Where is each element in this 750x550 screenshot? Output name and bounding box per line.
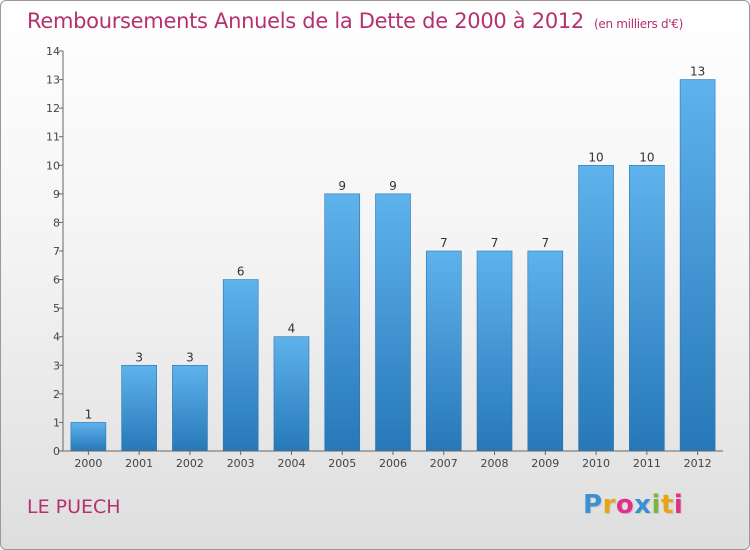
- x-tick-label: 2008: [481, 457, 509, 470]
- x-axis: 2000 2001 2002 2003 2004 2005 2006 2007 2008 2009…: [63, 450, 723, 470]
- y-tick-label: 3: [53, 359, 60, 372]
- y-tick-label: 11: [46, 131, 60, 144]
- y-tick-label: 1: [53, 416, 60, 429]
- y-tick-label: 7: [53, 245, 60, 258]
- logo-letter: t: [660, 490, 674, 520]
- logo-letter: x: [634, 490, 652, 520]
- x-tick-label: 2009: [531, 457, 559, 470]
- bar-value-label: 7: [440, 236, 448, 250]
- bar-value-label: 10: [639, 150, 654, 164]
- bar-2005: [324, 193, 361, 452]
- x-tick-label: 2003: [227, 457, 255, 470]
- logo-letter: P: [583, 490, 603, 520]
- y-tick-label: 5: [53, 302, 60, 315]
- x-tick-label: 2002: [176, 457, 204, 470]
- y-tick-label: 12: [46, 102, 60, 115]
- bar-2001: [121, 364, 157, 452]
- bar-value-label: 7: [541, 236, 549, 250]
- logo-letter: i: [673, 490, 684, 520]
- x-tick-label: 2006: [379, 457, 407, 470]
- bar-2010: [578, 164, 614, 452]
- bar-value-label: 9: [338, 179, 346, 193]
- chart-title: Remboursements Annuels de la Dette de 20…: [27, 9, 683, 33]
- y-tick-label: 14: [46, 45, 60, 58]
- y-tick-label: 9: [53, 188, 60, 201]
- bar-value-label: 7: [491, 236, 499, 250]
- x-tick-label: 2000: [74, 457, 102, 470]
- location-label: LE PUECH: [27, 496, 121, 518]
- y-tick-label: 6: [53, 274, 60, 287]
- x-tick-label: 2001: [125, 457, 153, 470]
- x-tick-label: 2004: [277, 457, 305, 470]
- x-tick-label: 2012: [684, 457, 712, 470]
- logo-letter: i: [651, 490, 661, 520]
- bar-2008: [476, 250, 513, 452]
- x-tick-label: 2005: [328, 457, 356, 470]
- bar-2006: [375, 193, 411, 452]
- bar-2012: [679, 79, 716, 452]
- y-tick-label: 10: [46, 159, 60, 172]
- proxiti-logo: Proxiti: [583, 490, 683, 520]
- chart-subtitle: (en milliers d'€): [594, 17, 684, 31]
- y-tick-label: 8: [53, 216, 60, 229]
- bar-2002: [172, 364, 208, 452]
- y-tick-label: 4: [53, 331, 60, 344]
- bar-value-label: 9: [389, 179, 397, 193]
- logo-letter: r: [602, 490, 616, 520]
- bar-value-label: 4: [288, 322, 296, 336]
- chart-title-text: Remboursements Annuels de la Dette de 20…: [27, 9, 584, 33]
- logo-letter: o: [615, 490, 635, 520]
- bar-2009: [527, 250, 564, 452]
- y-tick-label: 0: [53, 445, 60, 458]
- bar-2004: [273, 336, 310, 452]
- x-tick-label: 2007: [430, 457, 458, 470]
- y-tick-label: 13: [46, 74, 60, 87]
- bar-value-label: 6: [237, 265, 245, 279]
- bar-value-label: 1: [85, 407, 93, 421]
- bar-value-label: 3: [135, 350, 143, 364]
- bar-2011: [629, 164, 665, 452]
- y-tick-label: 2: [53, 388, 60, 401]
- x-tick-label: 2011: [633, 457, 661, 470]
- bar-value-label: 3: [186, 350, 194, 364]
- x-tick-label: 2010: [582, 457, 610, 470]
- bar-2003: [222, 279, 259, 452]
- bar-2007: [425, 250, 462, 452]
- bar-value-label: 10: [588, 150, 603, 164]
- bar-value-label: 13: [690, 65, 705, 79]
- bar-2000: [70, 422, 107, 452]
